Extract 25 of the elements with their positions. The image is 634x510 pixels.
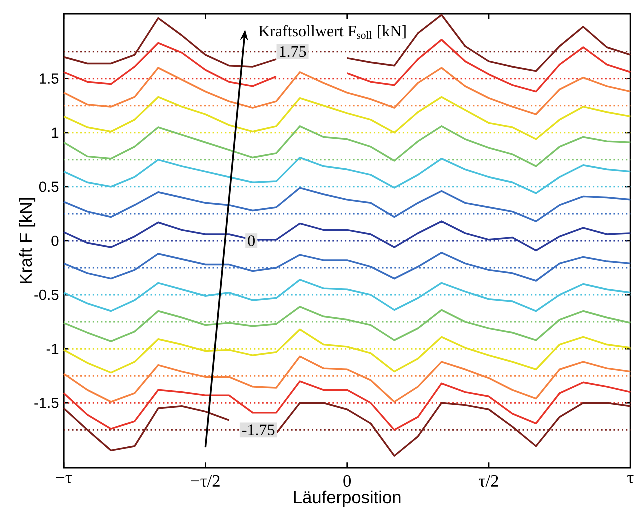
y-tick-label: -1.5 bbox=[34, 398, 59, 408]
line-series bbox=[63, 156, 632, 194]
x-tick-label: 0 bbox=[344, 475, 352, 488]
annotation: 1.75 bbox=[280, 46, 306, 58]
line-series bbox=[63, 67, 632, 116]
y-tick-label: 0.5 bbox=[39, 182, 59, 192]
annotation: 0 bbox=[248, 236, 255, 246]
y-tick-label: 1 bbox=[52, 128, 59, 138]
line-series bbox=[63, 187, 632, 222]
x-tick-label: −τ/2 bbox=[191, 475, 220, 488]
y-axis-title: Kraft F [kN] bbox=[19, 198, 36, 284]
x-tick-label: −τ bbox=[56, 475, 72, 484]
y-tick-label: -1 bbox=[46, 344, 59, 354]
line-series bbox=[63, 126, 632, 168]
y-tick-label: 1.5 bbox=[40, 74, 59, 84]
x-tick-label: τ/2 bbox=[479, 475, 498, 488]
annotation: Kraftsollwert F$_{soll}$ [kN] bbox=[259, 25, 406, 40]
y-tick-label: -0.5 bbox=[34, 290, 59, 300]
line-series bbox=[63, 96, 632, 140]
x-axis-title: Läuferposition bbox=[294, 490, 401, 508]
x-tick-label: τ bbox=[628, 475, 634, 484]
line-series bbox=[63, 220, 632, 252]
annotation: -1.75 bbox=[242, 424, 275, 436]
line-series bbox=[63, 252, 632, 282]
y-tick-label: 0 bbox=[52, 236, 59, 246]
